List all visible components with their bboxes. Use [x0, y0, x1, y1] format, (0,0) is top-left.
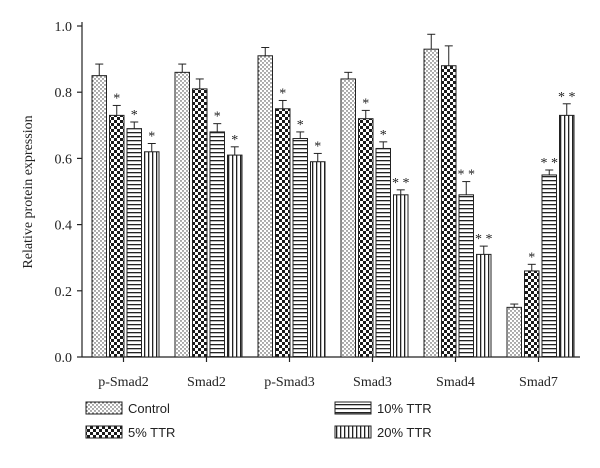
- y-tick-label: 0.0: [55, 351, 73, 366]
- significance-marker: *: [362, 96, 369, 111]
- bar: [524, 270, 540, 358]
- significance-marker: *: [380, 128, 387, 143]
- bar: [275, 108, 291, 358]
- bar: [559, 114, 575, 358]
- legend: Control 5% TTR 10% TTR 20% TTR: [85, 401, 432, 440]
- significance-marker: *: [131, 108, 138, 123]
- legend-label: Control: [128, 401, 170, 416]
- x-tick-label: p-Smad2: [98, 375, 149, 390]
- x-tick-label: Smad3: [353, 375, 392, 390]
- x-tick-label: Smad2: [187, 375, 226, 390]
- bar: [257, 55, 273, 358]
- significance-marker: *: [528, 250, 535, 265]
- y-axis-title: Relative protein expression: [21, 115, 36, 268]
- legend-label: 10% TTR: [377, 401, 432, 416]
- bar: [340, 78, 356, 358]
- bar: [144, 151, 160, 358]
- bar: [227, 154, 243, 358]
- significance-marker: *: [231, 133, 238, 148]
- x-tick-label: p-Smad3: [264, 375, 315, 390]
- bar: [126, 128, 142, 358]
- legend-label: 20% TTR: [377, 425, 432, 440]
- y-tick-label: 0.8: [55, 86, 73, 101]
- y-tick-label: 0.2: [55, 285, 73, 300]
- bar: [358, 118, 374, 358]
- bar: [310, 161, 326, 358]
- legend-label: 5% TTR: [128, 425, 175, 440]
- plot-area: 0.0 0.2 0.4 0.6 0.8 1.0 p-Smad2 * * * Smad2 * * p-Sma…: [55, 20, 580, 390]
- legend-swatch: [334, 401, 372, 415]
- y-tick-label: 1.0: [55, 20, 73, 35]
- bar: [458, 194, 474, 358]
- legend-swatch: [85, 401, 123, 415]
- bar: [393, 194, 409, 358]
- bar: [476, 253, 492, 358]
- significance-marker: * *: [392, 176, 410, 191]
- significance-marker: * *: [541, 156, 559, 171]
- bar: [174, 71, 190, 358]
- bar: [423, 48, 439, 358]
- y-tick-label: 0.6: [55, 152, 73, 167]
- significance-marker: *: [148, 130, 155, 145]
- significance-marker: * *: [475, 232, 493, 247]
- significance-marker: *: [214, 110, 221, 125]
- legend-swatch: [85, 425, 123, 439]
- bar: [192, 88, 208, 358]
- significance-marker: * *: [458, 168, 476, 183]
- significance-marker: *: [279, 86, 286, 101]
- bar: [292, 138, 308, 358]
- x-tick-label: Smad4: [436, 375, 475, 390]
- bar: [541, 174, 557, 358]
- bar: [91, 75, 107, 358]
- bar: [506, 306, 522, 358]
- bar: [375, 147, 391, 358]
- x-tick-label: Smad7: [519, 375, 558, 390]
- bar: [441, 65, 457, 358]
- significance-marker: *: [314, 139, 321, 154]
- bar: [109, 114, 125, 358]
- legend-swatch: [334, 425, 372, 439]
- bar: [209, 131, 225, 358]
- significance-marker: *: [297, 118, 304, 133]
- significance-marker: * *: [558, 90, 576, 105]
- significance-marker: *: [113, 91, 120, 106]
- y-tick-label: 0.4: [55, 219, 73, 234]
